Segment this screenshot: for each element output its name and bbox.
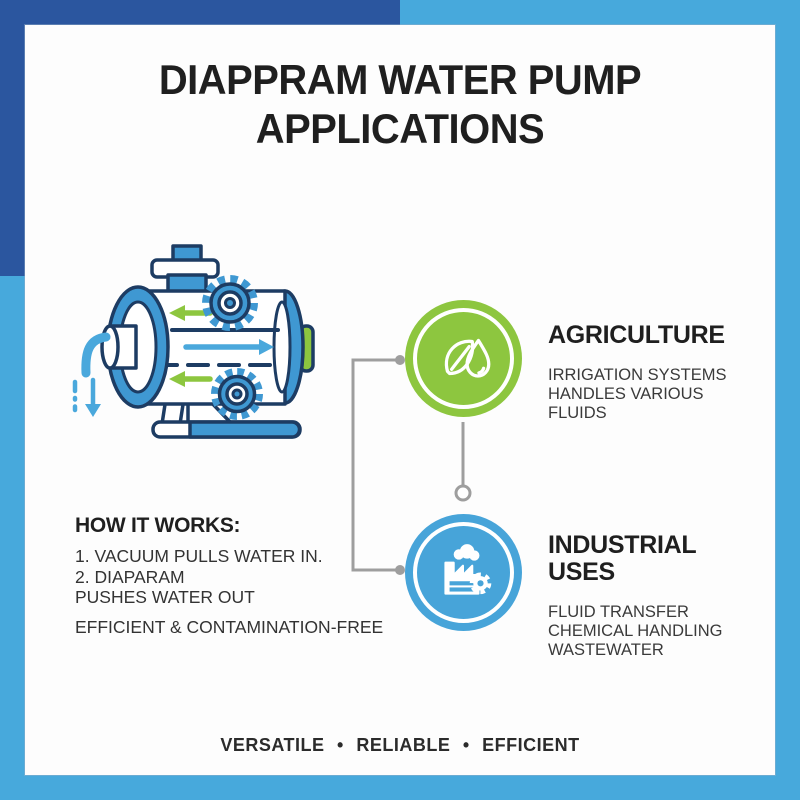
how-it-works-step-3: PUSHES WATER OUT: [75, 587, 255, 607]
industrial-line: CHEMICAL HANDLING: [548, 622, 723, 640]
how-it-works-heading: HOW IT WORKS:: [75, 514, 241, 537]
connector-dot-top: [395, 355, 405, 365]
flow-arrow-green-bottom: [169, 371, 213, 387]
industrial-text: INDUSTRIAL USES FLUID TRANSFER CHEMICAL …: [548, 532, 763, 660]
how-it-works-note: EFFICIENT & CONTAMINATION-FREE: [75, 616, 384, 637]
drip-arrowhead: [85, 404, 101, 417]
gear-top: [202, 275, 258, 331]
gear-bottom: [211, 368, 263, 420]
title-line-2: APPLICATIONS: [255, 105, 545, 152]
agriculture-text: AGRICULTURE IRRIGATION SYSTEMS HANDLES V…: [548, 322, 763, 423]
how-it-works-step-2: 2. DIAPARAM: [75, 566, 185, 587]
agriculture-badge: [405, 300, 522, 417]
frame-accent-top: [0, 0, 400, 25]
title-line-1: DIAPPRAM WATER PUMP: [158, 56, 642, 103]
content-area: DIAPPRAM WATER PUMP APPLICATIONS: [25, 25, 775, 775]
leaf-droplet-icon: [444, 338, 490, 378]
industrial-title: INDUSTRIAL USES: [548, 531, 696, 586]
factory-gear-icon: [443, 543, 491, 595]
agriculture-title: AGRICULTURE: [548, 321, 725, 349]
page-title: DIAPPRAM WATER PUMP APPLICATIONS: [25, 55, 775, 153]
flow-arrow-blue-middle: [183, 339, 274, 355]
agriculture-line: IRRIGATION SYSTEMS: [548, 366, 727, 384]
industrial-line: FLUID TRANSFER: [548, 603, 689, 621]
inlet-pipe: [72, 332, 111, 413]
how-it-works-step-1: 1. VACUUM PULLS WATER IN.: [75, 546, 323, 566]
diaphragm-pump-illustration: [72, 244, 315, 439]
frame-accent-left: [0, 0, 25, 276]
how-it-works-section: HOW IT WORKS: 1. VACUUM PULLS WATER IN. …: [75, 514, 395, 637]
agriculture-line: HANDLES VARIOUS FLUIDS: [548, 385, 704, 422]
industrial-badge: [405, 514, 522, 631]
connector-dot-bottom: [395, 565, 405, 575]
footer-tagline: VERSATILE • RELIABLE • EFFICIENT: [220, 735, 580, 755]
industrial-line: WASTEWATER: [548, 641, 664, 659]
connector-ring: [454, 484, 472, 502]
